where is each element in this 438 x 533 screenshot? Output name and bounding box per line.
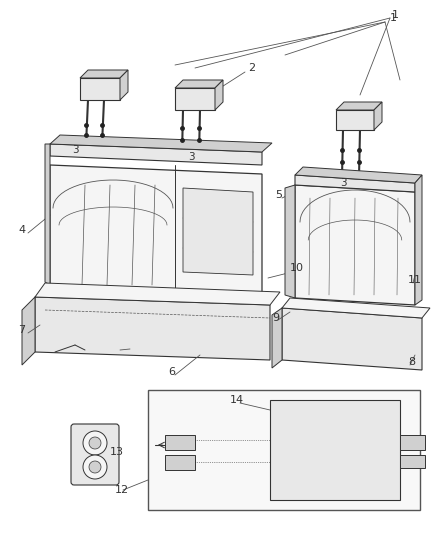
Polygon shape [165, 435, 195, 450]
Polygon shape [80, 70, 128, 78]
Text: 3: 3 [188, 152, 194, 162]
Polygon shape [374, 102, 382, 130]
Circle shape [83, 431, 107, 455]
Polygon shape [400, 455, 425, 468]
Text: 13: 13 [110, 447, 124, 457]
Polygon shape [336, 110, 374, 130]
Text: 10: 10 [290, 263, 304, 273]
Polygon shape [415, 175, 422, 305]
Text: 9: 9 [272, 313, 279, 323]
Text: 1: 1 [390, 13, 397, 23]
Bar [148, 390, 420, 510]
Text: 1: 1 [392, 10, 399, 20]
Text: 6: 6 [168, 367, 175, 377]
Text: 12: 12 [115, 485, 129, 495]
Polygon shape [295, 167, 422, 183]
Polygon shape [272, 308, 282, 368]
Text: 8: 8 [408, 357, 415, 367]
Polygon shape [400, 435, 425, 450]
Text: 2: 2 [248, 63, 255, 73]
Text: 7: 7 [18, 325, 25, 335]
Polygon shape [285, 185, 295, 298]
Polygon shape [282, 308, 422, 370]
Circle shape [89, 461, 101, 473]
Polygon shape [35, 297, 270, 360]
Polygon shape [45, 144, 50, 285]
Polygon shape [22, 297, 35, 365]
Polygon shape [50, 135, 272, 152]
Polygon shape [165, 455, 195, 470]
FancyBboxPatch shape [71, 424, 119, 485]
Polygon shape [282, 298, 430, 318]
Polygon shape [295, 185, 415, 305]
Circle shape [89, 437, 101, 449]
Polygon shape [183, 188, 253, 275]
Text: 11: 11 [408, 275, 422, 285]
Polygon shape [80, 78, 120, 100]
Text: 3: 3 [72, 145, 79, 155]
Circle shape [83, 455, 107, 479]
Polygon shape [120, 70, 128, 100]
Text: 4: 4 [18, 225, 25, 235]
Polygon shape [270, 400, 400, 500]
Polygon shape [175, 80, 223, 88]
Polygon shape [295, 175, 415, 192]
Polygon shape [175, 88, 215, 110]
Polygon shape [336, 102, 382, 110]
Text: 14: 14 [230, 395, 244, 405]
Polygon shape [50, 165, 262, 295]
Text: 5: 5 [275, 190, 282, 200]
Polygon shape [50, 144, 262, 165]
Text: 3: 3 [340, 178, 346, 188]
Polygon shape [35, 283, 280, 305]
Polygon shape [215, 80, 223, 110]
